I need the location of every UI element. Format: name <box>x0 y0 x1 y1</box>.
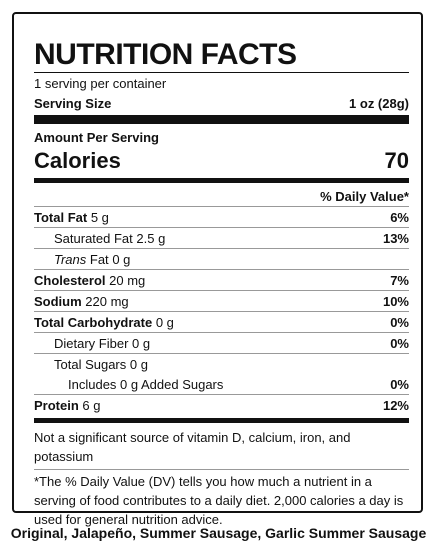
nutrient-name: Sodium <box>34 293 82 309</box>
nutrient-row: Total Fat 5 g 6% <box>34 206 409 227</box>
servings-row: 1 serving per container <box>34 73 409 93</box>
nutrient-amount: 0 g <box>155 314 174 330</box>
amount-per-serving: Amount Per Serving <box>34 129 159 145</box>
nutrient-amount: 220 mg <box>85 293 129 309</box>
nutrient-dv: 0% <box>390 376 409 392</box>
nutrient-name: Total Carbohydrate <box>34 314 153 330</box>
calories-row: Calories 70 <box>34 147 409 175</box>
nutrient-dv: 7% <box>390 272 409 288</box>
nutrient-amount: 2.5 g <box>136 230 166 246</box>
rule <box>34 469 409 470</box>
calories-value: 70 <box>384 148 409 173</box>
label-content: NUTRITION FACTS 1 serving per container … <box>34 34 409 532</box>
vitamin-note: Not a significant source of vitamin D, c… <box>34 430 351 464</box>
serving-size-row: Serving Size 1 oz (28g) <box>34 93 409 113</box>
dv-header: % Daily Value* <box>320 188 409 204</box>
nutrient-row: Cholesterol 20 mg 7% <box>34 269 409 290</box>
nutrient-amount: 0 g <box>112 251 131 267</box>
nutrient-amount: 0 g <box>132 335 151 351</box>
nutrient-name: Saturated Fat <box>54 230 133 246</box>
nutrition-label: NUTRITION FACTS 1 serving per container … <box>12 12 423 527</box>
nutrient-amount: 6 g <box>82 397 101 413</box>
title: NUTRITION FACTS <box>34 38 297 71</box>
nutrient-dv: 0% <box>390 335 409 351</box>
nutrient-name: Total Fat <box>34 209 88 225</box>
nutrient-amount: 5 g <box>90 209 109 225</box>
nutrient-row: Saturated Fat 2.5 g 13% <box>34 227 409 248</box>
amount-row: Amount Per Serving <box>34 127 409 147</box>
serving-size-value: 1 oz (28g) <box>349 95 409 111</box>
calories-label: Calories <box>34 148 121 173</box>
dv-header-row: % Daily Value* <box>34 186 409 206</box>
footnote: *The % Daily Value (DV) tells you how mu… <box>34 474 404 527</box>
nutrient-row: Dietary Fiber 0 g 0% <box>34 332 409 353</box>
nutrient-row: Sodium 220 mg 10% <box>34 290 409 311</box>
nutrient-dv: 6% <box>390 209 409 225</box>
caption: Original, Jalapeño, Summer Sausage, Garl… <box>10 525 427 541</box>
nutrient-dv: 0% <box>390 314 409 330</box>
nutrient-row: Total Carbohydrate 0 g 0% <box>34 311 409 332</box>
nutrient-amount: 20 mg <box>109 272 146 288</box>
serving-size-label: Serving Size <box>34 95 112 111</box>
nutrient-name: Protein <box>34 397 79 413</box>
nutrient-name: Dietary Fiber <box>54 335 129 351</box>
rule <box>34 72 409 73</box>
nutrient-dv: 12% <box>382 397 409 413</box>
nutrient-name: Total Sugars <box>54 356 127 372</box>
medium-bar <box>34 178 409 183</box>
nutrient-row: Includes 0 g Added Sugars 0% <box>34 374 409 394</box>
nutrient-dv: 13% <box>382 230 409 246</box>
nutrient-name: Fat <box>89 251 109 267</box>
servings: 1 serving per container <box>34 75 167 91</box>
thick-bar <box>34 115 409 124</box>
nutrient-name-italic: Trans <box>54 251 87 267</box>
nutrient-name: Cholesterol <box>34 272 106 288</box>
thick-bar <box>34 418 409 423</box>
nutrient-row: Total Sugars 0 g <box>34 353 409 374</box>
nutrient-dv: 10% <box>382 293 409 309</box>
nutrient-name: Includes 0 g Added Sugars <box>68 376 224 392</box>
nutrient-row: Trans Fat 0 g <box>34 248 409 269</box>
nutrient-amount: 0 g <box>129 356 148 372</box>
nutrient-row: Protein 6 g 12% <box>34 394 409 415</box>
